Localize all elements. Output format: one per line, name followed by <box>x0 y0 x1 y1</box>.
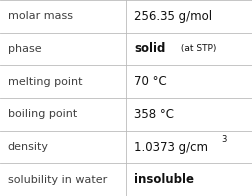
Text: (at STP): (at STP) <box>178 44 216 54</box>
Text: 3: 3 <box>220 135 226 144</box>
Text: 358 °C: 358 °C <box>134 108 173 121</box>
Text: solubility in water: solubility in water <box>8 175 106 185</box>
Text: phase: phase <box>8 44 41 54</box>
Text: solid: solid <box>134 43 165 55</box>
Text: density: density <box>8 142 48 152</box>
Text: boiling point: boiling point <box>8 109 77 119</box>
Text: 256.35 g/mol: 256.35 g/mol <box>134 10 211 23</box>
Text: melting point: melting point <box>8 77 82 87</box>
Text: insoluble: insoluble <box>134 173 193 186</box>
Text: 1.0373 g/cm: 1.0373 g/cm <box>134 141 207 153</box>
Text: molar mass: molar mass <box>8 11 72 21</box>
Text: 70 °C: 70 °C <box>134 75 166 88</box>
